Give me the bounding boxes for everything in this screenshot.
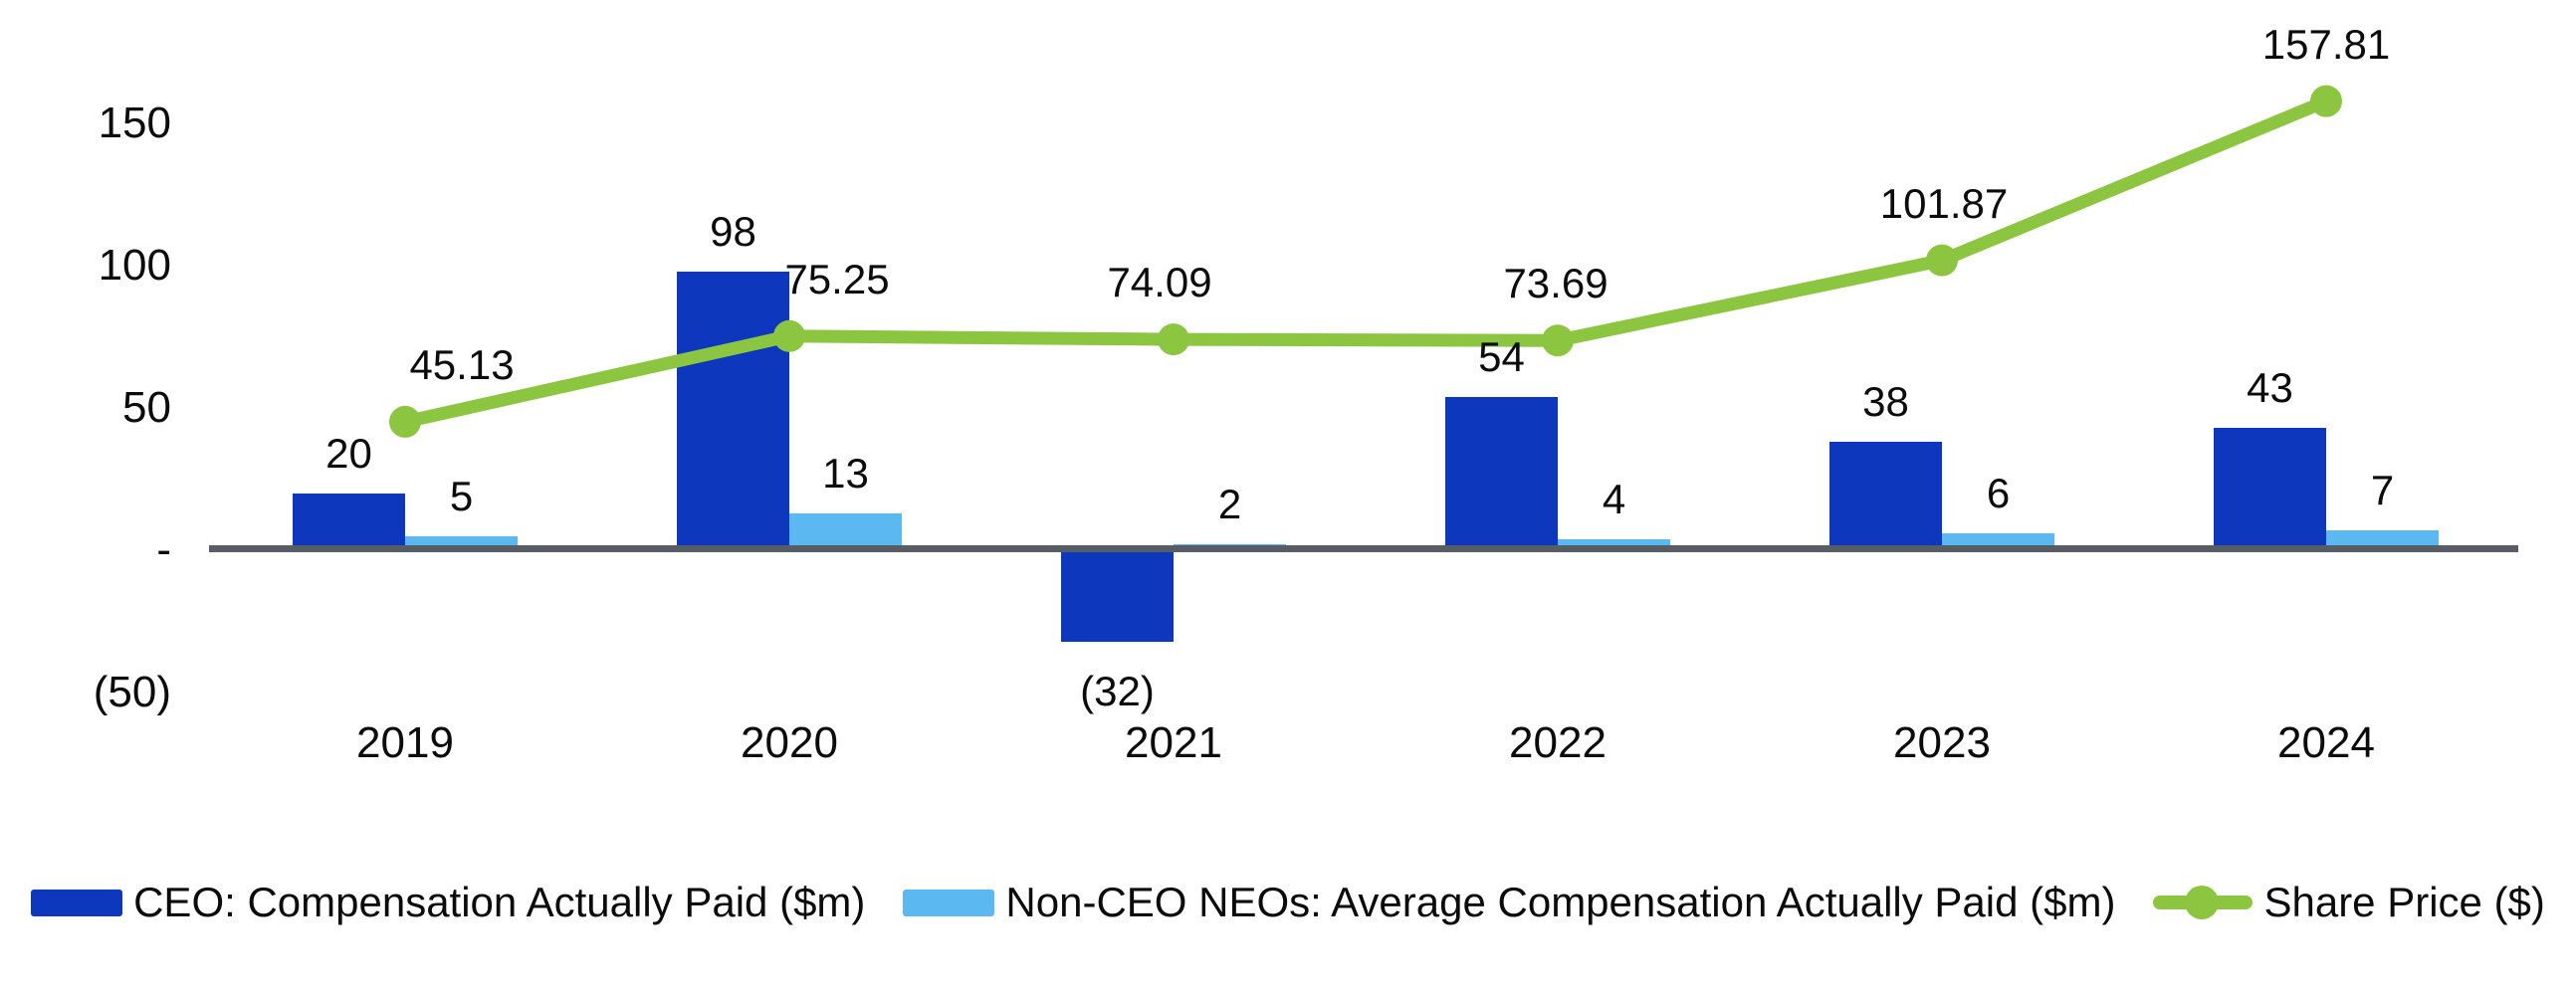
ceo-bar — [293, 493, 405, 550]
neo-bar — [1558, 538, 1670, 550]
share-price-label: 74.09 — [1107, 259, 1212, 306]
neo-bar-label: 6 — [1986, 469, 2011, 516]
y-tick-label: - — [156, 525, 171, 574]
legend-item-share-price: Share Price ($) — [2153, 879, 2545, 925]
year-label: 2023 — [1893, 718, 1991, 767]
share-price-label: 75.25 — [784, 255, 890, 302]
share-price-label: 45.13 — [409, 340, 515, 388]
ceo-bar — [677, 271, 789, 550]
legend-swatch-ceo — [31, 889, 123, 916]
neo-bar-label: 4 — [1602, 475, 1626, 522]
legend-label-share-price: Share Price ($) — [2263, 879, 2545, 925]
neo-bar — [789, 512, 902, 550]
x-axis-line — [209, 545, 2518, 552]
year-label: 2019 — [356, 718, 454, 767]
ceo-bar — [1829, 442, 1942, 550]
year-label: 2021 — [1125, 718, 1222, 767]
chart-legend: CEO: Compensation Actually Paid ($m) Non… — [0, 882, 2576, 923]
neo-bar-label: 13 — [822, 449, 869, 497]
ceo-bar — [1061, 550, 1174, 642]
share-point-marker — [2310, 85, 2342, 117]
share-point-marker — [773, 319, 805, 352]
share-price-label: 73.69 — [1503, 260, 1609, 307]
legend-line-marker-icon — [2153, 885, 2254, 920]
ceo-bar-label: 43 — [2247, 364, 2293, 412]
share-point-marker — [1926, 244, 1958, 277]
y-tick-label: 50 — [122, 383, 171, 432]
ceo-bar — [2214, 428, 2326, 550]
share-point-marker — [1542, 324, 1574, 357]
y-tick-label: (50) — [93, 668, 171, 716]
share-price-line — [398, 95, 2333, 429]
legend-dot — [2185, 886, 2220, 919]
ceo-bar-label: 54 — [1478, 332, 1525, 380]
year-label: 2024 — [2277, 718, 2375, 767]
ceo-bar-label: 38 — [1862, 378, 1909, 426]
legend-label-ceo: CEO: Compensation Actually Paid ($m) — [133, 879, 866, 925]
year-label: 2022 — [1509, 718, 1607, 767]
share-price-label: 157.81 — [2261, 20, 2391, 68]
neo-bar-label: 5 — [449, 472, 474, 519]
legend-label-non-ceo: Non-CEO NEOs: Average Compensation Actua… — [1005, 879, 2116, 925]
legend-item-non-ceo: Non-CEO NEOs: Average Compensation Actua… — [903, 882, 2115, 923]
year-label: 2020 — [741, 718, 838, 767]
legend-swatch-non-ceo — [903, 889, 995, 916]
ceo-bar — [1445, 396, 1558, 550]
y-tick-label: 150 — [98, 99, 171, 147]
share-price-label: 101.87 — [1879, 179, 2009, 227]
ceo-bar-label: (32) — [1080, 667, 1155, 714]
y-tick-label: 100 — [98, 241, 171, 290]
neo-bar-label: 7 — [2370, 466, 2395, 513]
neo-bar — [2326, 529, 2439, 550]
ceo-bar-label: 98 — [710, 207, 756, 255]
share-point-marker — [389, 405, 421, 438]
neo-bar-label: 2 — [1217, 481, 1242, 528]
ceo-bar-label: 20 — [325, 429, 372, 477]
legend-item-ceo: CEO: Compensation Actually Paid ($m) — [31, 882, 865, 923]
share-point-marker — [1158, 323, 1189, 356]
